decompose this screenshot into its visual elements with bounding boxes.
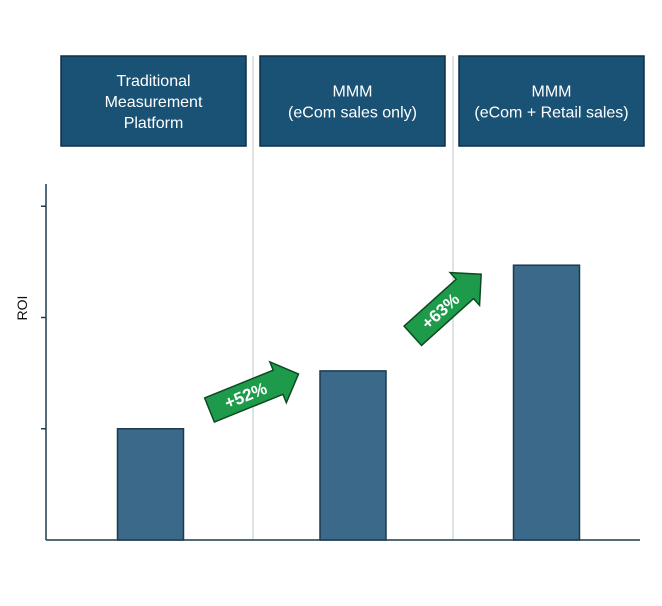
category-label: Traditional	[116, 73, 190, 90]
y-axis-label: ROI	[14, 296, 30, 321]
category-header-box	[259, 55, 446, 147]
category-label: (eCom + Retail sales)	[474, 105, 628, 122]
bar	[116, 428, 185, 541]
category-header-box	[458, 55, 645, 147]
growth-arrow: +63%	[403, 271, 482, 347]
bar	[319, 370, 387, 541]
category-header: MMM (eCom sales only)	[259, 55, 446, 147]
bars	[116, 264, 581, 541]
bar	[512, 264, 581, 541]
category-label: MMM	[532, 84, 572, 101]
arrow-shape	[403, 271, 482, 347]
arrow-shape	[203, 360, 300, 424]
category-label: Measurement	[105, 94, 203, 111]
category-label: Platform	[124, 115, 184, 132]
category-label: (eCom sales only)	[288, 105, 417, 122]
growth-arrow: +52%	[203, 360, 300, 424]
category-header: MMM (eCom + Retail sales)	[458, 55, 645, 147]
category-header-box	[60, 55, 247, 147]
category-label: MMM	[333, 84, 373, 101]
category-header: Traditional Measurement Platform	[60, 55, 247, 147]
category-headers: Traditional Measurement Platform MMM (eCom s…	[60, 55, 645, 147]
